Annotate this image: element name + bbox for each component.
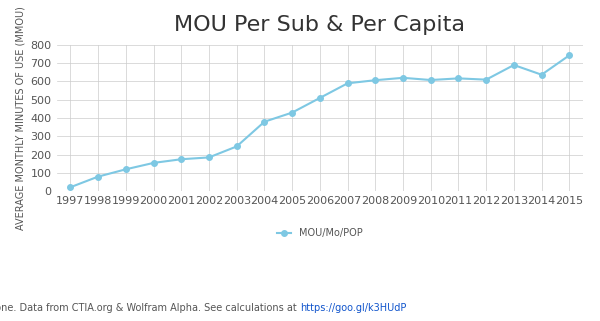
MOU/Mo/POP [510, 63, 517, 67]
MOU/Mo/POP [455, 76, 462, 80]
MOU/Mo/POP [566, 53, 573, 57]
MOU/Mo/POP [67, 185, 74, 189]
MOU/Mo/POP [261, 120, 268, 124]
Title: MOU Per Sub & Per Capita: MOU Per Sub & Per Capita [175, 15, 466, 35]
MOU/Mo/POP [482, 78, 490, 82]
MOU/Mo/POP [95, 175, 102, 178]
Y-axis label: AVERAGE MONTHLY MINUTES OF USE (MMOU): AVERAGE MONTHLY MINUTES OF USE (MMOU) [15, 6, 25, 230]
MOU/Mo/POP [178, 157, 185, 161]
MOU/Mo/POP [150, 161, 157, 165]
Line: MOU/Mo/POP: MOU/Mo/POP [68, 53, 572, 190]
MOU/Mo/POP [427, 78, 434, 82]
MOU/Mo/POP [289, 111, 296, 115]
MOU/Mo/POP [316, 96, 323, 100]
MOU/Mo/POP [400, 76, 407, 80]
MOU/Mo/POP [205, 155, 212, 159]
MOU/Mo/POP [344, 82, 351, 85]
Text: Source: Chad Hart / Voxbone. Data from CTIA.org & Wolfram Alpha. See calculation: Source: Chad Hart / Voxbone. Data from C… [0, 303, 300, 313]
MOU/Mo/POP [538, 73, 545, 77]
Legend: MOU/Mo/POP: MOU/Mo/POP [273, 224, 367, 242]
MOU/Mo/POP [233, 144, 241, 148]
Text: https://goo.gl/k3HUdP: https://goo.gl/k3HUdP [300, 303, 406, 313]
MOU/Mo/POP [371, 78, 379, 82]
MOU/Mo/POP [122, 167, 130, 171]
